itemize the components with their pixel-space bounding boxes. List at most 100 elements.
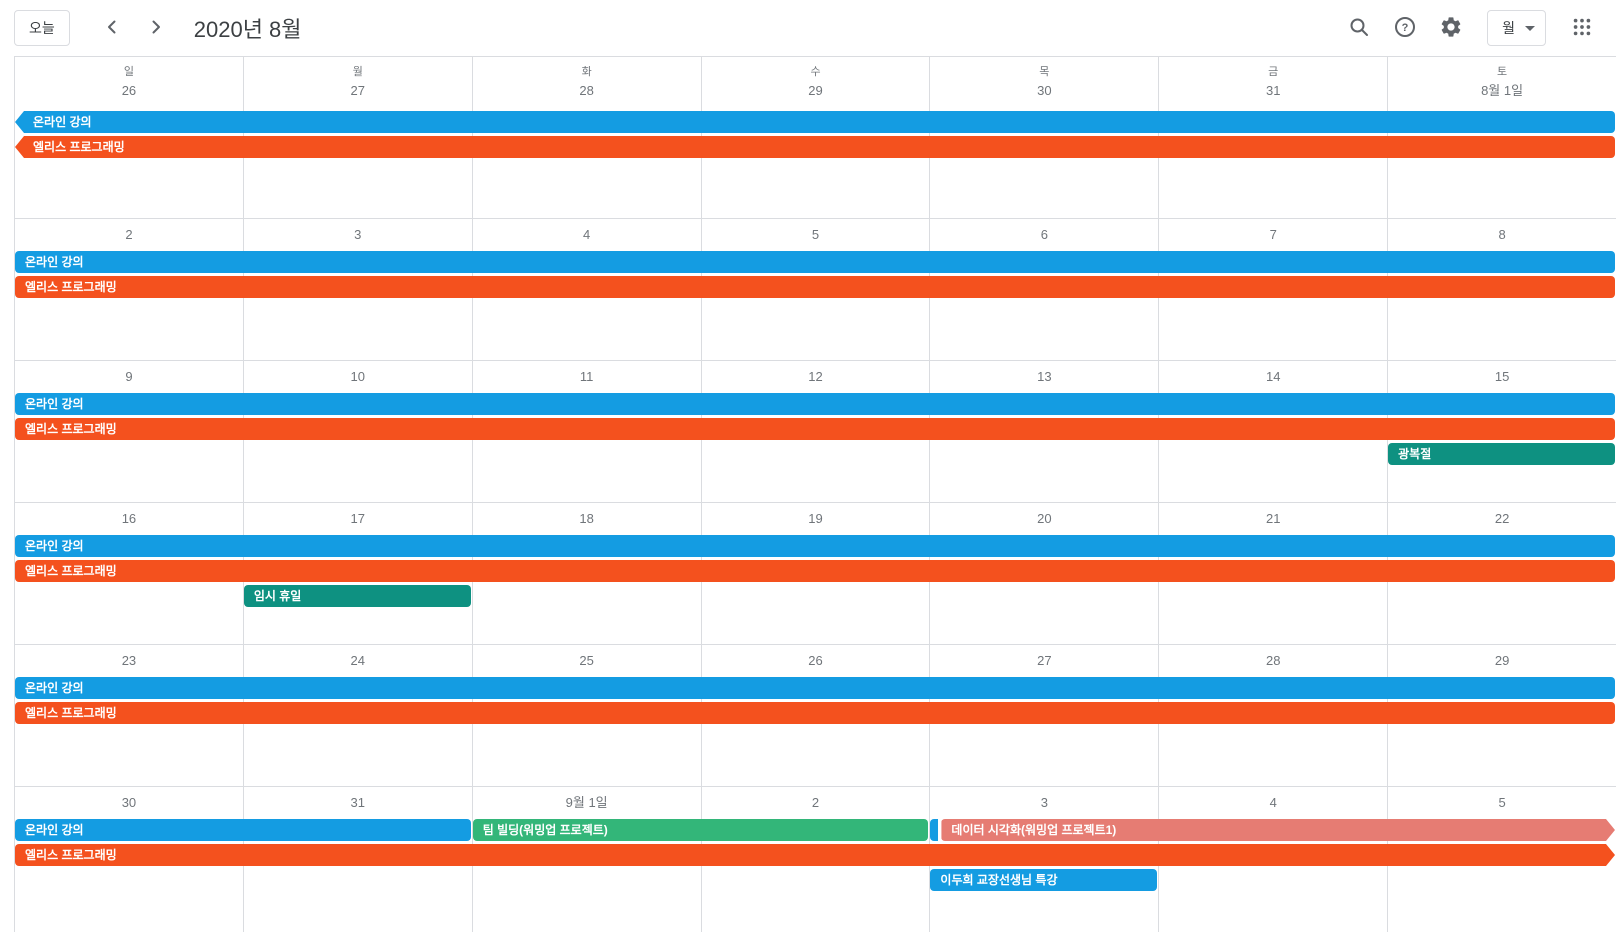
week-row: 일 26 월 27 화 28 수 29 목 30 금 31 토 8월 1일 온라인 강의 엘리스 프로그래밍 [14, 57, 1616, 219]
date-label: 2 [811, 795, 820, 810]
chevron-left-icon [100, 15, 124, 42]
weekday-label: 일 [123, 66, 134, 78]
date-label: 30 [1037, 83, 1052, 98]
date-label: 29 [808, 83, 823, 98]
view-selector-label: 월 [1502, 20, 1515, 36]
date-label: 13 [1037, 369, 1052, 384]
next-month-button[interactable] [136, 8, 176, 48]
date-label: 28 [1265, 653, 1281, 668]
date-label: 28 [579, 83, 594, 98]
event-bar[interactable]: 온라인 강의 [15, 251, 1615, 273]
search-icon [1347, 15, 1371, 42]
chevron-right-icon [144, 15, 168, 42]
event-bar[interactable]: 온라인 강의 [15, 111, 1615, 133]
date-label: 27 [1037, 653, 1052, 668]
toolbar-right: ? 월 [1339, 8, 1602, 48]
event-bar[interactable]: 이두희 교장선생님 특강 [930, 869, 1158, 891]
date-label: 6 [1040, 227, 1048, 242]
date-label: 9월 1일 [565, 795, 608, 810]
date-label: 15 [1494, 369, 1510, 384]
day-cell[interactable]: 2 [14, 219, 243, 360]
date-label: 21 [1265, 511, 1281, 526]
apps-button[interactable] [1562, 8, 1602, 48]
event-bar[interactable]: 온라인 강의 [15, 677, 1615, 699]
view-selector[interactable]: 월 [1487, 10, 1546, 46]
date-label: 5 [1498, 795, 1506, 810]
month-grid: 일 26 월 27 화 28 수 29 목 30 금 31 토 8월 1일 온라인 강의 엘리스 프로그래밍 2… [14, 56, 1616, 932]
event-bar[interactable]: 엘리스 프로그래밍 [15, 560, 1615, 582]
date-label: 14 [1265, 369, 1281, 384]
date-label: 5 [811, 227, 820, 242]
date-label: 7 [1269, 227, 1277, 242]
date-label: 17 [350, 511, 366, 526]
help-button[interactable]: ? [1385, 8, 1425, 48]
event-bar[interactable]: 팀 빌딩(워밍업 프로젝트) [472, 819, 929, 841]
date-label: 23 [121, 653, 137, 668]
date-label: 31 [350, 795, 366, 810]
date-label: 29 [1494, 653, 1510, 668]
apps-grid-icon [1571, 16, 1593, 41]
date-label: 26 [808, 653, 823, 668]
date-label: 20 [1037, 511, 1052, 526]
date-label: 3 [354, 227, 362, 242]
event-bar[interactable]: 광복절 [1388, 443, 1615, 465]
search-button[interactable] [1339, 8, 1379, 48]
event-bar[interactable]: 엘리스 프로그래밍 [15, 702, 1615, 724]
event-bar[interactable]: 데이터 시각화(워밍업 프로젝트1) [941, 819, 1615, 841]
date-label: 24 [350, 653, 366, 668]
event-bar[interactable]: 임시 휴일 [243, 585, 471, 607]
weekday-label: 수 [810, 66, 821, 78]
toolbar: 오늘 2020년 8월 ? [0, 0, 1616, 56]
weekday-label: 월 [352, 66, 363, 78]
chevron-down-icon [1525, 25, 1535, 31]
event-bar[interactable]: 엘리스 프로그래밍 [15, 276, 1615, 298]
event-bar[interactable]: 엘리스 프로그래밍 [15, 418, 1615, 440]
day-cell[interactable]: 16 [14, 503, 243, 644]
page-title: 2020년 8월 [193, 17, 302, 42]
week-row: 30 31 9월 1일 2 3 4 5 온라인 강의 팀 빌딩(워밍업 프로젝트) 데이터 시각화… [14, 787, 1616, 932]
day-cell[interactable]: 30 [14, 787, 243, 932]
nav-arrows [92, 8, 176, 48]
date-label: 8월 1일 [1481, 83, 1524, 98]
weekday-label: 토 [1497, 66, 1508, 78]
date-label: 11 [579, 369, 594, 384]
settings-button[interactable] [1431, 8, 1471, 48]
previous-month-button[interactable] [92, 8, 132, 48]
event-bar[interactable]: 온라인 강의 [15, 393, 1615, 415]
event-bar[interactable]: 온라인 강의 [15, 535, 1615, 557]
day-cell[interactable]: 9 [14, 361, 243, 502]
help-icon: ? [1393, 15, 1417, 42]
date-label: 8 [1498, 227, 1506, 242]
hidden-event-peek[interactable] [930, 819, 939, 841]
svg-text:?: ? [1402, 22, 1409, 34]
weekday-label: 화 [581, 66, 592, 78]
date-label: 26 [121, 83, 137, 98]
date-label: 12 [808, 369, 823, 384]
date-label: 2 [125, 227, 133, 242]
event-bar[interactable]: 엘리스 프로그래밍 [15, 136, 1615, 158]
event-bar[interactable]: 엘리스 프로그래밍 [15, 844, 1615, 866]
date-label: 18 [579, 511, 594, 526]
settings-icon [1439, 15, 1463, 42]
date-label: 22 [1494, 511, 1510, 526]
date-label: 4 [583, 227, 591, 242]
date-label: 31 [1265, 83, 1281, 98]
day-cell[interactable]: 23 [14, 645, 243, 786]
weekday-label: 금 [1268, 66, 1279, 78]
date-label: 3 [1040, 795, 1048, 810]
event-bar[interactable]: 온라인 강의 [15, 819, 471, 841]
date-label: 30 [121, 795, 137, 810]
weekday-label: 목 [1039, 66, 1050, 78]
date-label: 25 [579, 653, 594, 668]
date-label: 16 [121, 511, 137, 526]
date-label: 4 [1269, 795, 1277, 810]
date-label: 9 [125, 369, 133, 384]
date-label: 19 [808, 511, 823, 526]
date-label: 10 [350, 369, 366, 384]
day-cell[interactable]: 일 26 [14, 57, 243, 218]
today-button[interactable]: 오늘 [14, 10, 70, 46]
